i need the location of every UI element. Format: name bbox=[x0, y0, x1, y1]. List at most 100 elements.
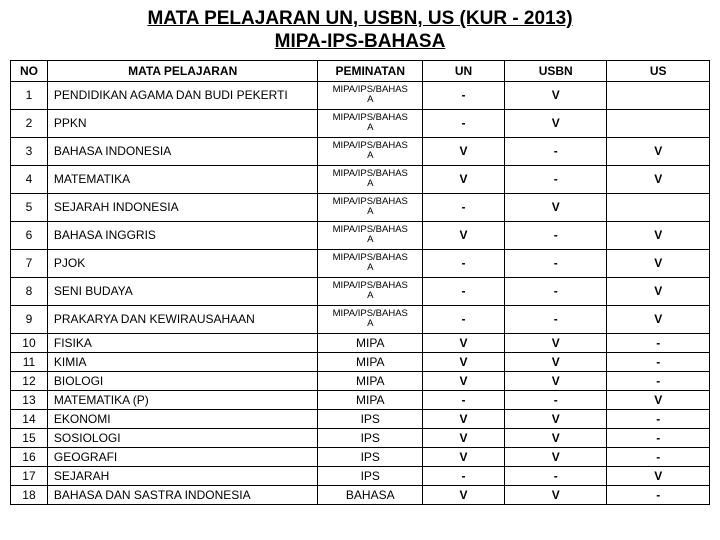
table-row: 13MATEMATIKA (P)MIPA--V bbox=[11, 390, 710, 409]
cell-usbn: V bbox=[504, 447, 606, 466]
table-row: 12BIOLOGIMIPAVV- bbox=[11, 371, 710, 390]
cell-subject: BIOLOGI bbox=[47, 371, 318, 390]
table-row: 8SENI BUDAYAMIPA/IPS/BAHASA--V bbox=[11, 277, 710, 305]
cell-us: V bbox=[607, 165, 710, 193]
table-row: 9PRAKARYA DAN KEWIRAUSAHAANMIPA/IPS/BAHA… bbox=[11, 305, 710, 333]
table-row: 6BAHASA INGGRISMIPA/IPS/BAHASAV-V bbox=[11, 221, 710, 249]
cell-usbn: - bbox=[504, 221, 606, 249]
cell-no: 18 bbox=[11, 485, 48, 504]
cell-subject: MATEMATIKA (P) bbox=[47, 390, 318, 409]
table-row: 15SOSIOLOGIIPSVV- bbox=[11, 428, 710, 447]
cell-peminatan: MIPA/IPS/BAHASA bbox=[318, 81, 423, 109]
cell-usbn: V bbox=[504, 485, 606, 504]
cell-peminatan: MIPA/IPS/BAHASA bbox=[318, 109, 423, 137]
cell-peminatan: IPS bbox=[318, 466, 423, 485]
col-usbn: USBN bbox=[504, 60, 606, 81]
cell-us bbox=[607, 81, 710, 109]
table-row: 11KIMIAMIPAVV- bbox=[11, 352, 710, 371]
cell-usbn: - bbox=[504, 277, 606, 305]
cell-us: V bbox=[607, 137, 710, 165]
col-us: US bbox=[607, 60, 710, 81]
cell-un: V bbox=[423, 485, 505, 504]
cell-subject: KIMIA bbox=[47, 352, 318, 371]
table-row: 5SEJARAH INDONESIAMIPA/IPS/BAHASA-V bbox=[11, 193, 710, 221]
cell-peminatan: IPS bbox=[318, 428, 423, 447]
cell-subject: SEJARAH bbox=[47, 466, 318, 485]
cell-subject: BAHASA INDONESIA bbox=[47, 137, 318, 165]
cell-no: 14 bbox=[11, 409, 48, 428]
cell-peminatan: MIPA/IPS/BAHASA bbox=[318, 305, 423, 333]
cell-peminatan: IPS bbox=[318, 409, 423, 428]
cell-subject: PENDIDIKAN AGAMA DAN BUDI PEKERTI bbox=[47, 81, 318, 109]
cell-usbn: V bbox=[504, 371, 606, 390]
table-row: 18BAHASA DAN SASTRA INDONESIABAHASAVV- bbox=[11, 485, 710, 504]
cell-no: 11 bbox=[11, 352, 48, 371]
cell-us bbox=[607, 193, 710, 221]
cell-usbn: V bbox=[504, 81, 606, 109]
cell-no: 8 bbox=[11, 277, 48, 305]
cell-usbn: - bbox=[504, 305, 606, 333]
table-row: 17SEJARAHIPS--V bbox=[11, 466, 710, 485]
cell-us bbox=[607, 109, 710, 137]
cell-us: V bbox=[607, 466, 710, 485]
cell-subject: FISIKA bbox=[47, 333, 318, 352]
cell-peminatan: BAHASA bbox=[318, 485, 423, 504]
cell-us: - bbox=[607, 485, 710, 504]
cell-un: V bbox=[423, 165, 505, 193]
table-row: 10FISIKAMIPAVV- bbox=[11, 333, 710, 352]
cell-peminatan: MIPA bbox=[318, 352, 423, 371]
cell-usbn: V bbox=[504, 409, 606, 428]
cell-un: V bbox=[423, 352, 505, 371]
cell-no: 1 bbox=[11, 81, 48, 109]
table-row: 4MATEMATIKAMIPA/IPS/BAHASAV-V bbox=[11, 165, 710, 193]
col-pem: PEMINATAN bbox=[318, 60, 423, 81]
cell-subject: SOSIOLOGI bbox=[47, 428, 318, 447]
cell-usbn: - bbox=[504, 165, 606, 193]
cell-us: - bbox=[607, 333, 710, 352]
cell-us: V bbox=[607, 390, 710, 409]
cell-no: 12 bbox=[11, 371, 48, 390]
cell-no: 10 bbox=[11, 333, 48, 352]
cell-subject: PJOK bbox=[47, 249, 318, 277]
cell-un: V bbox=[423, 333, 505, 352]
cell-us: - bbox=[607, 352, 710, 371]
cell-subject: BAHASA INGGRIS bbox=[47, 221, 318, 249]
col-no: NO bbox=[11, 60, 48, 81]
cell-us: V bbox=[607, 249, 710, 277]
cell-subject: BAHASA DAN SASTRA INDONESIA bbox=[47, 485, 318, 504]
table-row: 7PJOKMIPA/IPS/BAHASA--V bbox=[11, 249, 710, 277]
cell-un: - bbox=[423, 81, 505, 109]
cell-usbn: V bbox=[504, 109, 606, 137]
subjects-table: NO MATA PELAJARAN PEMINATAN UN USBN US 1… bbox=[10, 60, 710, 505]
cell-us: V bbox=[607, 305, 710, 333]
cell-un: - bbox=[423, 109, 505, 137]
cell-un: V bbox=[423, 428, 505, 447]
cell-subject: GEOGRAFI bbox=[47, 447, 318, 466]
cell-no: 9 bbox=[11, 305, 48, 333]
cell-usbn: - bbox=[504, 249, 606, 277]
cell-peminatan: MIPA/IPS/BAHASA bbox=[318, 249, 423, 277]
cell-no: 5 bbox=[11, 193, 48, 221]
cell-usbn: - bbox=[504, 137, 606, 165]
cell-us: - bbox=[607, 447, 710, 466]
cell-un: V bbox=[423, 371, 505, 390]
cell-no: 4 bbox=[11, 165, 48, 193]
cell-us: - bbox=[607, 409, 710, 428]
cell-peminatan: MIPA/IPS/BAHASA bbox=[318, 193, 423, 221]
cell-us: V bbox=[607, 221, 710, 249]
table-row: 3BAHASA INDONESIAMIPA/IPS/BAHASAV-V bbox=[11, 137, 710, 165]
cell-no: 16 bbox=[11, 447, 48, 466]
cell-no: 17 bbox=[11, 466, 48, 485]
cell-usbn: - bbox=[504, 466, 606, 485]
cell-usbn: V bbox=[504, 193, 606, 221]
cell-no: 2 bbox=[11, 109, 48, 137]
cell-subject: MATEMATIKA bbox=[47, 165, 318, 193]
title-line-2: MIPA-IPS-BAHASA bbox=[275, 31, 446, 52]
cell-un: - bbox=[423, 390, 505, 409]
cell-un: - bbox=[423, 193, 505, 221]
cell-un: V bbox=[423, 137, 505, 165]
cell-peminatan: MIPA bbox=[318, 390, 423, 409]
table-header-row: NO MATA PELAJARAN PEMINATAN UN USBN US bbox=[11, 60, 710, 81]
cell-un: - bbox=[423, 249, 505, 277]
cell-subject: PPKN bbox=[47, 109, 318, 137]
